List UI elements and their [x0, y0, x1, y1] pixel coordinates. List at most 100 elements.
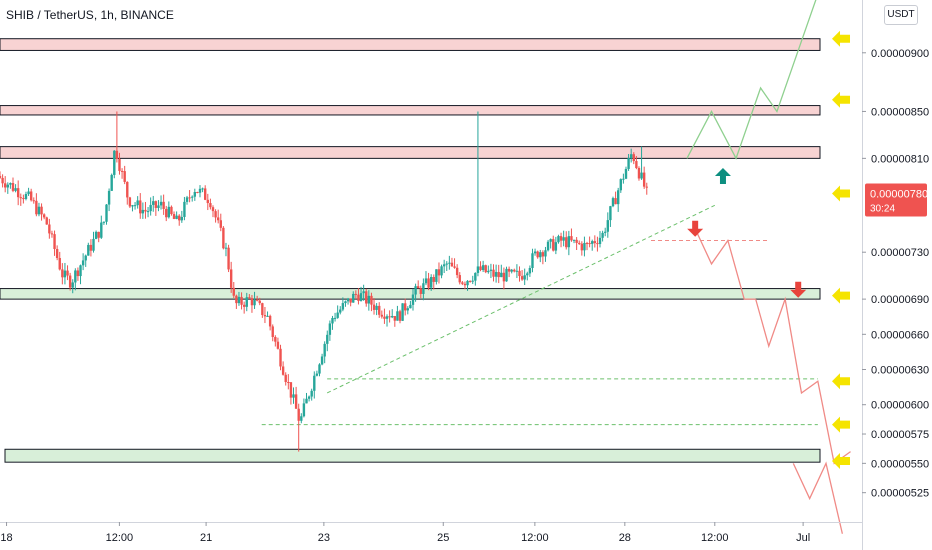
candle-body — [178, 215, 181, 221]
last-price-tag — [865, 183, 927, 217]
candle-body — [604, 231, 607, 233]
candle-body — [16, 188, 20, 198]
candle-body — [396, 311, 399, 321]
zone-green-4 — [4, 448, 821, 463]
x-tick-label: 12:00 — [521, 532, 549, 544]
candle-body — [611, 198, 615, 207]
candle-body — [42, 214, 46, 218]
candle-body — [624, 168, 628, 179]
candle-body — [331, 317, 334, 324]
candle-body — [289, 382, 293, 398]
candle-body — [24, 194, 28, 199]
candle-body — [102, 221, 106, 223]
y-tick-label: 0.00000525 — [871, 488, 929, 500]
candle-body — [333, 317, 337, 319]
candle-body — [572, 239, 576, 241]
y-tick-label: 0.00000660 — [871, 329, 929, 341]
x-tick-label: 28 — [619, 532, 631, 544]
candle-body — [313, 375, 316, 391]
candle-body — [216, 217, 220, 221]
candle-body — [209, 203, 212, 208]
candle-body — [606, 220, 610, 232]
candle-body — [326, 334, 329, 344]
arrow-down-icon — [790, 281, 807, 298]
level-marker-arrow-icon — [832, 287, 850, 304]
candle-body — [588, 243, 591, 245]
candle-body — [79, 265, 82, 277]
candle-body — [253, 299, 256, 306]
candle-body — [133, 205, 137, 207]
projection-green — [686, 0, 817, 160]
candle-body — [107, 190, 111, 205]
candle-body — [240, 296, 243, 305]
candle-body — [255, 299, 259, 301]
symbol-title: SHIB / TetherUS, 1h, BINANCE — [6, 8, 174, 22]
candle-body — [411, 294, 415, 305]
candle-body — [81, 260, 85, 266]
candle-body — [531, 253, 534, 269]
candle-body — [541, 252, 545, 257]
candle-body — [281, 366, 285, 375]
candle-body — [598, 237, 602, 244]
candle-body — [297, 408, 300, 421]
candle-body — [536, 251, 539, 258]
candle-body — [515, 270, 519, 272]
candle-body — [370, 295, 373, 305]
zone-red-2 — [0, 146, 821, 159]
candle-body — [404, 303, 407, 311]
candle-body — [74, 270, 77, 283]
currency-button[interactable]: USDT — [884, 5, 918, 25]
candle-body — [463, 283, 467, 286]
candle-body — [367, 295, 371, 304]
candle-body — [302, 403, 306, 417]
candle-body — [149, 204, 152, 212]
candle-body — [632, 154, 635, 162]
candle-body — [68, 275, 72, 288]
candle-body — [627, 158, 630, 169]
candle-body — [50, 233, 54, 235]
candle-body — [357, 294, 360, 301]
candle-body — [87, 244, 90, 256]
candle-body — [120, 170, 124, 172]
trendline — [326, 204, 716, 394]
candle-body — [40, 206, 43, 215]
candle-body — [601, 232, 604, 238]
y-tick-label: 0.00000810 — [871, 153, 929, 165]
candle-body — [380, 314, 384, 317]
candle-body — [341, 303, 345, 310]
candle-body — [193, 192, 197, 197]
candle-body — [609, 206, 612, 221]
candle-body — [45, 217, 48, 225]
candle-body — [401, 303, 404, 321]
candle-body — [206, 199, 209, 204]
candle-body — [510, 269, 513, 272]
candle-body — [352, 293, 355, 303]
candle-body — [559, 236, 563, 241]
candle-body — [315, 373, 319, 376]
candle-body — [307, 396, 311, 399]
candle-body — [596, 243, 599, 245]
candle-body — [211, 207, 215, 212]
x-tick-label: Jul — [796, 532, 810, 544]
candle-body — [520, 276, 524, 280]
candle-body — [110, 174, 113, 191]
candle-body — [546, 241, 550, 251]
candle-body — [539, 252, 542, 258]
candle-body — [27, 191, 30, 195]
candle-body — [100, 222, 103, 238]
candle-body — [440, 266, 443, 276]
candle-body — [292, 394, 295, 398]
candle-body — [157, 205, 160, 208]
candle-body — [619, 179, 622, 191]
candle-body — [450, 262, 454, 267]
zone-red-1 — [0, 105, 821, 116]
candle-body — [362, 291, 365, 294]
x-tick-label: 23 — [318, 532, 330, 544]
candle-body — [266, 315, 269, 317]
candle-body — [645, 186, 648, 188]
candle-body — [419, 288, 422, 294]
candle-body — [616, 190, 620, 205]
candle-body — [518, 270, 521, 277]
